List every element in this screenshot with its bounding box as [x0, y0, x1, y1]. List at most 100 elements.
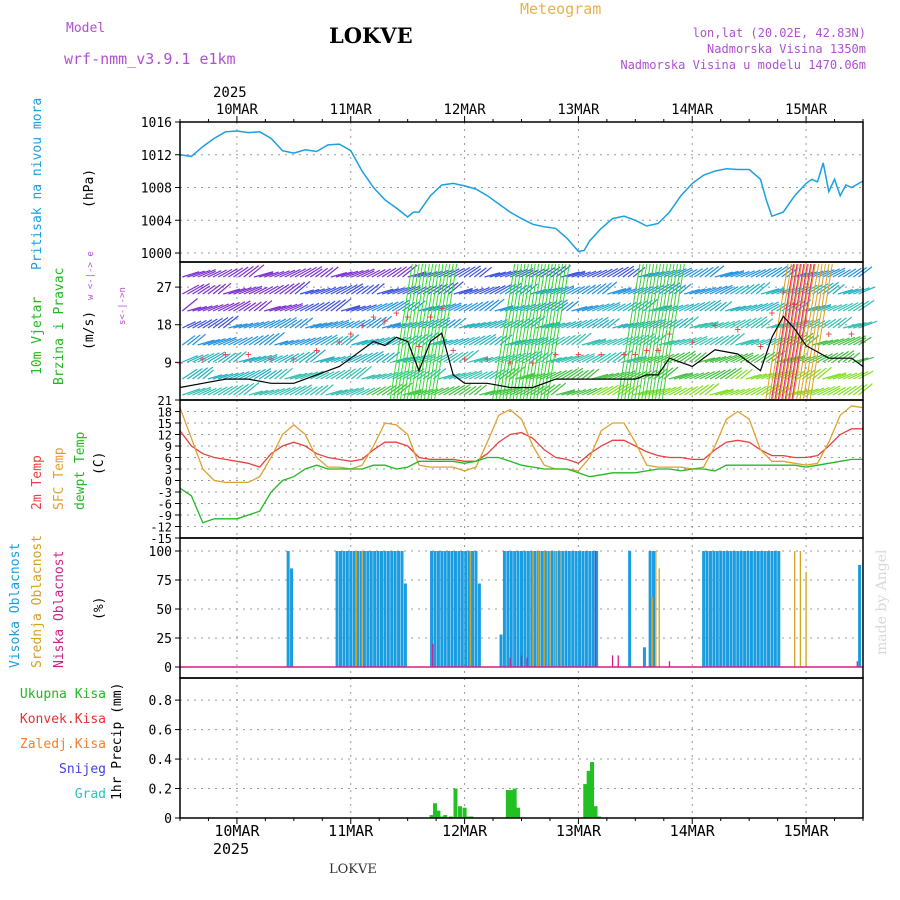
wind-gust-marker: +: [439, 302, 446, 315]
wind-arrow: [202, 304, 219, 312]
wind-arrow: [735, 387, 751, 396]
wind-streak: [799, 263, 823, 400]
cloud-high-bar: [433, 551, 437, 667]
cloud-high-bar: [516, 551, 520, 667]
wind-arrow: [248, 321, 265, 329]
wind-arrow: [274, 304, 292, 312]
wind-arrow: [740, 387, 756, 396]
wind-arrow: [243, 369, 261, 380]
day-label-bottom: 11MAR: [328, 822, 374, 840]
cloud-high-bar: [642, 647, 646, 667]
wind-streak: [540, 263, 564, 400]
temp-tick-label: -3: [158, 486, 172, 500]
wind-arrow: [489, 319, 508, 329]
wind-arrow: [740, 338, 760, 346]
wind-arrow: [361, 387, 376, 396]
wind-arrow: [417, 319, 434, 329]
pressure-tick-label: 1000: [141, 247, 172, 262]
wind-arrow: [581, 387, 598, 396]
wind-arrow: [233, 371, 250, 380]
wind-arrow: [852, 267, 868, 278]
wind-arrow: [192, 333, 206, 346]
wind-arrow: [453, 303, 468, 312]
wind-streak: [774, 263, 798, 400]
wind-arrow: [765, 337, 782, 346]
wind-arrow: [571, 389, 587, 396]
wind-arrow: [197, 352, 215, 363]
wind-arrow: [740, 368, 753, 380]
wind-arrow: [284, 302, 303, 312]
wind-arrow: [550, 382, 567, 396]
cloud-high-bar: [526, 551, 530, 667]
wind-arrow: [627, 371, 642, 380]
wind-arrow: [304, 386, 318, 396]
wind-arrow: [356, 339, 374, 346]
wind-arrow: [233, 287, 252, 295]
wind-arrow: [274, 368, 288, 380]
wind-arrow: [458, 323, 475, 329]
wind-arrow: [617, 302, 632, 312]
wind-arrow: [684, 288, 700, 295]
cloud-high-bar: [477, 583, 481, 667]
wind-arrow: [612, 350, 628, 363]
wind-arrow: [504, 367, 521, 380]
wind-arrow: [765, 303, 780, 312]
temp-tick-label: -12: [150, 521, 172, 535]
wind-arrow: [689, 322, 708, 329]
wind-streak: [651, 263, 675, 400]
wind-arrow: [233, 351, 247, 363]
wind-arrow: [509, 318, 525, 329]
wind-arrow: [489, 298, 505, 312]
wind-arrow: [269, 388, 286, 396]
cloud-high-bar: [712, 551, 716, 667]
wind-arrow: [504, 282, 522, 295]
wind-arrow: [253, 271, 274, 278]
wind-arrow: [448, 318, 462, 329]
wind-arrow: [489, 335, 502, 346]
wind-arrow: [765, 266, 783, 278]
cloud-high-bar: [506, 551, 510, 667]
wind-arrow: [858, 356, 874, 363]
wind-arrow: [279, 283, 295, 295]
wind-gust-marker: +: [359, 319, 366, 332]
wind-arrow: [212, 373, 228, 380]
wind-arrow: [438, 386, 455, 396]
wind-arrow: [212, 303, 230, 312]
precip-bar: [432, 803, 437, 818]
wind-arrow: [284, 268, 301, 278]
wind-arrow: [474, 321, 492, 329]
wind-arrow: [248, 355, 267, 363]
cloud-high-bar: [499, 634, 503, 667]
wind-arrow: [735, 304, 752, 312]
wind-arrow: [207, 317, 223, 329]
wind-arrow: [740, 317, 757, 329]
wind-arrow: [228, 371, 245, 380]
wind-arrow: [607, 337, 623, 346]
wind-arrow: [683, 353, 697, 363]
wind-arrow: [586, 354, 601, 363]
wind-arrow: [591, 339, 607, 346]
wind-arrow: [350, 366, 367, 380]
wind-streak: [417, 263, 441, 400]
wind-arrow: [274, 317, 292, 329]
wind-arrow: [243, 321, 259, 329]
wind-arrow: [392, 286, 410, 295]
wind-arrow: [412, 370, 425, 380]
wind-arrow: [356, 352, 374, 363]
cloud-high-bar: [286, 551, 290, 667]
wind-gust-marker: +: [427, 311, 434, 324]
wind-arrow: [310, 372, 324, 380]
wind-arrow: [601, 281, 618, 295]
wind-streak: [768, 263, 792, 400]
wind-arrow: [714, 301, 727, 312]
cloud-high-bar: [509, 551, 513, 667]
wind-arrow: [607, 318, 620, 329]
wind-arrow: [310, 268, 323, 278]
wind-arrow: [197, 285, 211, 295]
wind-arrow: [576, 369, 589, 380]
wind-arrow: [264, 388, 280, 396]
cloud-high-bar: [349, 551, 353, 667]
wind-arrow: [299, 303, 314, 312]
wind-streak: [434, 263, 458, 400]
wind-arrow: [622, 287, 638, 295]
